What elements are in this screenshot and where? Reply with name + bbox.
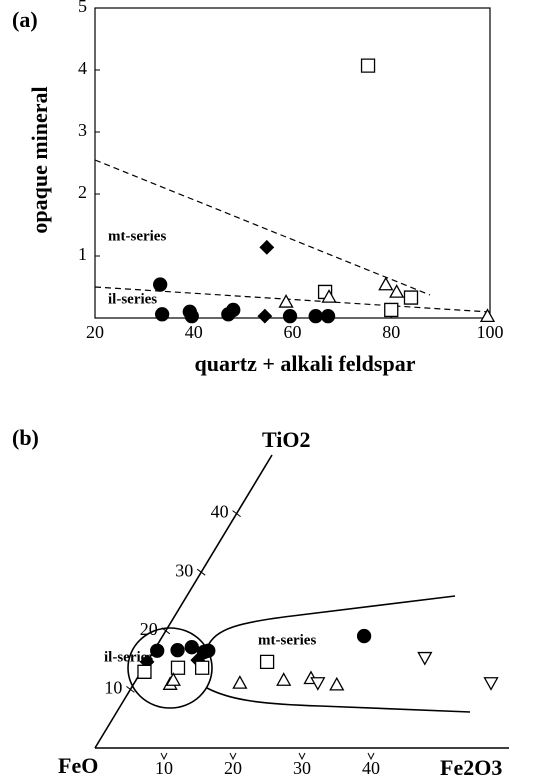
- point: [310, 677, 326, 691]
- vertex-label: FeO: [58, 753, 98, 778]
- vertex-label: Fe2O3: [440, 755, 502, 780]
- point: [479, 308, 496, 322]
- fe2o3-tick: [229, 752, 237, 761]
- point: [170, 660, 186, 675]
- vertex-label: TiO2: [262, 427, 311, 452]
- boundary-line: [94, 159, 431, 296]
- fe2o3-tick-label: 10: [155, 758, 173, 778]
- point: [232, 675, 248, 689]
- point: [257, 308, 273, 324]
- panel-label: (a): [12, 7, 38, 32]
- tio2-tick-label: 10: [104, 678, 122, 698]
- panel-a-layout: [94, 7, 491, 319]
- point: [201, 643, 216, 658]
- panel-b-layout: [127, 595, 471, 713]
- mt-boundary: [206, 595, 456, 649]
- y-axis-label: opaque mineral: [27, 86, 52, 233]
- tio2-tick-label: 30: [175, 560, 193, 580]
- x-tick-label: 80: [382, 322, 400, 342]
- annotation: il-series: [108, 291, 157, 307]
- x-tick-label: 20: [86, 322, 104, 342]
- plot-frame: [94, 7, 491, 319]
- x-tick-label: 100: [477, 322, 504, 342]
- fe2o3-tick: [160, 752, 168, 761]
- y-tick-label: 5: [78, 0, 87, 16]
- point: [360, 58, 376, 73]
- tio2-tick: [161, 627, 171, 635]
- fe2o3-tick-label: 30: [293, 758, 311, 778]
- point: [153, 277, 168, 292]
- point: [194, 660, 210, 675]
- tio2-tick-label: 40: [211, 502, 229, 522]
- tio2-tick: [196, 568, 206, 576]
- point: [259, 239, 275, 255]
- point: [384, 302, 399, 318]
- point: [389, 284, 405, 298]
- tio2-tick: [126, 686, 135, 693]
- point: [276, 672, 292, 686]
- tio2-tick-label: 20: [140, 619, 158, 639]
- annotation: mt-series: [258, 632, 316, 648]
- tio2-axis: [94, 454, 273, 749]
- point: [320, 308, 336, 324]
- point: [378, 276, 394, 291]
- point: [356, 628, 372, 644]
- point: [278, 294, 294, 308]
- point: [417, 651, 433, 666]
- point: [403, 290, 419, 305]
- y-tick-label: 2: [78, 182, 87, 202]
- point: [184, 640, 199, 655]
- fe2o3-tick: [298, 752, 306, 761]
- point: [184, 308, 199, 324]
- y-tick-label: 1: [78, 244, 87, 264]
- point: [170, 642, 185, 658]
- panel-label: (b): [12, 425, 39, 450]
- point: [165, 672, 181, 686]
- point: [329, 676, 345, 691]
- il-field: [127, 627, 213, 709]
- tio2-tick: [232, 510, 241, 517]
- point: [308, 308, 323, 324]
- fe2o3-tick: [367, 752, 375, 761]
- point: [259, 654, 275, 670]
- fe2o3-tick-label: 40: [362, 758, 380, 778]
- y-tick-label: 4: [78, 58, 87, 78]
- y-tick-label: 3: [78, 120, 87, 140]
- annotation: mt-series: [108, 228, 166, 244]
- x-axis-label: quartz + alkali feldspar: [195, 351, 416, 376]
- fe2o3-tick-label: 20: [224, 758, 242, 778]
- point: [282, 308, 298, 324]
- point: [483, 677, 499, 691]
- mt-boundary: [206, 687, 471, 713]
- point: [321, 289, 337, 303]
- x-tick-label: 40: [185, 322, 203, 342]
- x-tick-label: 60: [284, 322, 302, 342]
- point: [137, 664, 152, 679]
- point: [150, 643, 165, 658]
- point: [154, 307, 170, 322]
- point: [226, 302, 241, 318]
